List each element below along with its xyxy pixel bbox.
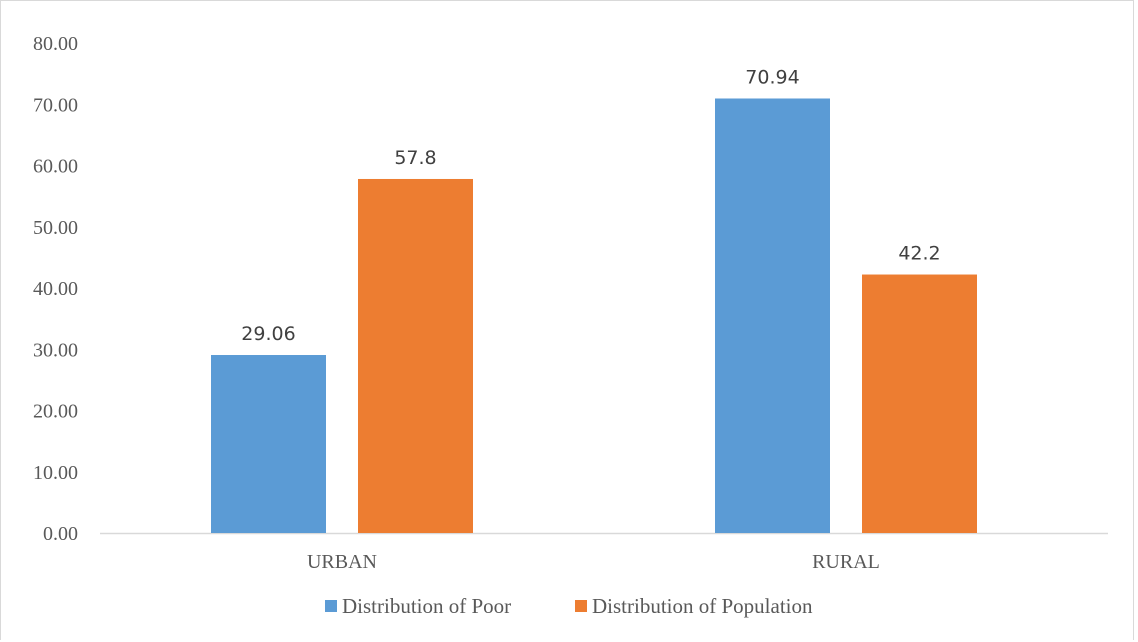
data-label: 29.06 bbox=[241, 323, 295, 345]
legend-label: Distribution of Poor bbox=[342, 594, 511, 618]
bar-rural-population bbox=[862, 274, 977, 533]
y-tick-label: 20.00 bbox=[33, 401, 78, 423]
y-tick-label: 0.00 bbox=[43, 523, 78, 545]
category-label: URBAN bbox=[307, 551, 377, 573]
data-label: 42.2 bbox=[898, 243, 940, 265]
y-tick-label: 70.00 bbox=[33, 94, 78, 116]
category-label: RURAL bbox=[812, 551, 880, 573]
legend-swatch bbox=[325, 600, 337, 612]
bar-urban-population bbox=[358, 178, 473, 533]
bar-urban-poor bbox=[211, 355, 326, 533]
bar-rural-poor bbox=[715, 98, 830, 534]
y-tick-label: 80.00 bbox=[33, 33, 78, 55]
y-tick-label: 50.00 bbox=[33, 217, 78, 239]
data-label: 70.94 bbox=[745, 66, 799, 88]
legend-swatch bbox=[575, 600, 587, 612]
y-tick-label: 60.00 bbox=[33, 156, 78, 178]
data-label: 57.8 bbox=[394, 147, 436, 169]
y-tick-label: 40.00 bbox=[33, 278, 78, 300]
y-tick-label: 30.00 bbox=[33, 339, 78, 361]
legend-label: Distribution of Population bbox=[592, 594, 813, 618]
y-tick-label: 10.00 bbox=[33, 462, 78, 484]
